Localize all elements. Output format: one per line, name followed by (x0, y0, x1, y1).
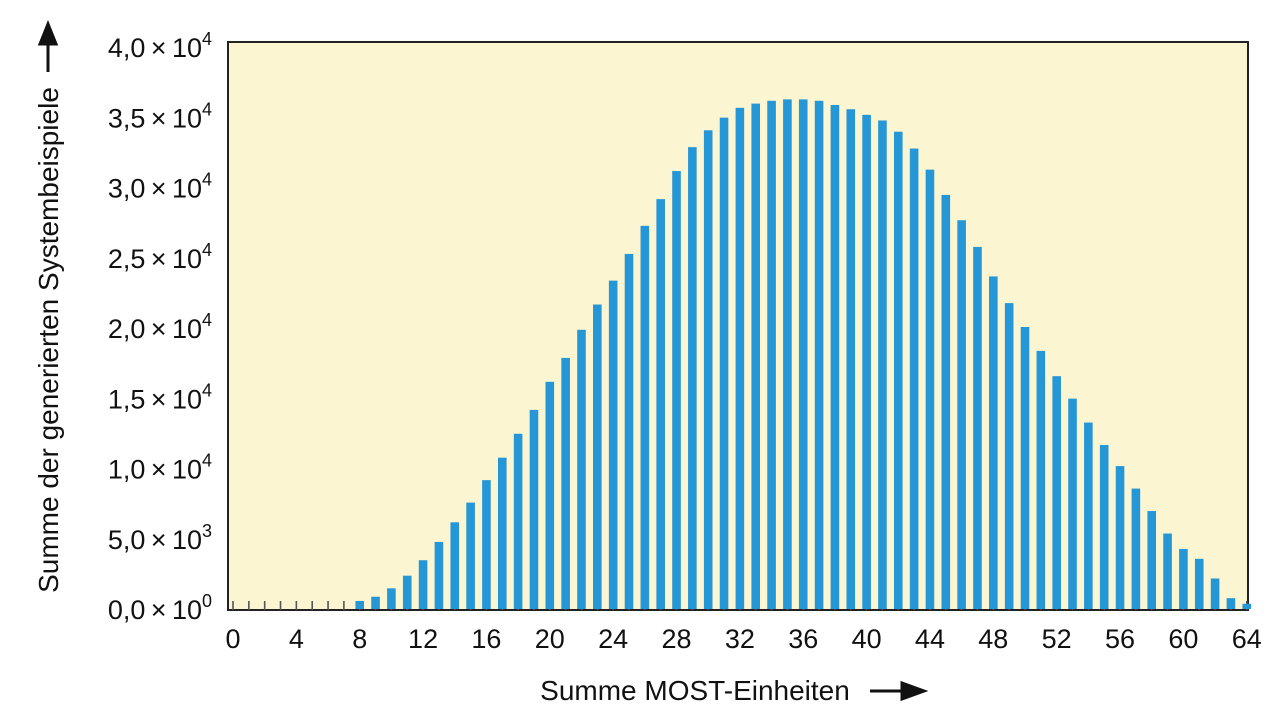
x-axis-ticks: 0 4 8 12 16 20 24 28 32 36 40 44 48 52 56 60 64 (225, 624, 1261, 654)
bar (656, 199, 665, 609)
bar (1179, 548, 1188, 609)
x-tick-label: 32 (725, 624, 755, 654)
bar (941, 194, 951, 609)
x-tick-label: 44 (915, 624, 945, 654)
bar (1020, 327, 1030, 609)
x-tick-label: 12 (408, 624, 438, 654)
bar (1163, 533, 1172, 609)
x-tick-label: 36 (788, 624, 818, 654)
bar (1242, 603, 1252, 609)
bar (735, 107, 745, 609)
y-axis-title: Summe der generierten Systembeispiele (33, 87, 64, 593)
bar (482, 480, 491, 609)
bar (989, 276, 998, 609)
bar (862, 114, 871, 609)
bar (798, 99, 808, 609)
bar (561, 357, 570, 609)
x-axis-title-group: Summe MOST-Einheiten (540, 675, 929, 706)
x-tick-label: 24 (598, 624, 628, 654)
x-tick-label: 8 (352, 624, 367, 654)
bar (1194, 558, 1204, 609)
bar (846, 109, 856, 609)
bar (783, 99, 792, 609)
y-tick-label: 3,0 × 104 (108, 170, 212, 204)
bar (1115, 466, 1125, 609)
y-tick-label: 1,5 × 104 (108, 380, 212, 414)
bar (1210, 578, 1220, 609)
bar (1084, 422, 1093, 609)
x-tick-label: 16 (471, 624, 501, 654)
bar (640, 225, 650, 609)
bar (909, 148, 919, 609)
x-tick-label: 4 (289, 624, 304, 654)
bar (608, 280, 618, 609)
bar (925, 169, 935, 609)
y-axis-ticks: 0,0 × 100 5,0 × 103 1,0 × 104 1,5 × 104 2,0 … (108, 29, 212, 625)
bar (830, 105, 840, 609)
y-tick-label: 0,0 × 100 (108, 591, 212, 625)
bar (1068, 398, 1077, 609)
bar (402, 575, 412, 609)
bar (624, 253, 634, 609)
bar (355, 600, 365, 609)
bar (1004, 303, 1014, 609)
y-tick-label: 5,0 × 103 (108, 521, 212, 555)
bar (703, 130, 713, 610)
x-tick-label: 0 (225, 624, 240, 654)
bar (893, 131, 903, 609)
bar (672, 171, 681, 610)
bar (719, 117, 729, 609)
bar (418, 560, 428, 609)
bar (450, 522, 460, 609)
x-tick-label: 52 (1042, 624, 1072, 654)
bar (387, 588, 396, 609)
bar (1226, 598, 1236, 609)
bar (577, 329, 586, 609)
bar (751, 103, 761, 609)
bar (434, 541, 444, 609)
y-axis-title-group: Summe der generierten Systembeispiele (33, 19, 64, 593)
bar (371, 596, 380, 609)
y-tick-label: 4,0 × 104 (108, 29, 212, 63)
bar (878, 120, 887, 609)
bar (593, 304, 602, 609)
bar (1099, 445, 1109, 609)
x-tick-label: 48 (978, 624, 1008, 654)
x-tick-label: 20 (535, 624, 565, 654)
y-tick-label: 2,0 × 104 (108, 310, 212, 344)
x-tick-label: 60 (1168, 624, 1198, 654)
bar (688, 147, 697, 609)
x-tick-label: 64 (1232, 624, 1262, 654)
x-tick-label: 56 (1105, 624, 1135, 654)
x-axis-title: Summe MOST-Einheiten (540, 675, 850, 706)
bar (1052, 376, 1061, 609)
y-tick-label: 1,0 × 104 (108, 451, 212, 485)
bar (1131, 488, 1141, 609)
bar-series (355, 99, 1252, 610)
bar (529, 409, 539, 609)
x-tick-label: 28 (661, 624, 691, 654)
y-axis-arrow-icon (37, 19, 59, 72)
y-tick-label: 2,5 × 104 (108, 240, 212, 274)
bar (973, 246, 982, 610)
bar (466, 502, 475, 609)
bar (513, 433, 523, 609)
bar (1147, 511, 1157, 609)
bar (814, 100, 824, 610)
bar (545, 381, 555, 609)
bar (497, 457, 507, 609)
bar (957, 220, 966, 609)
bar (767, 100, 776, 610)
y-tick-label: 3,5 × 104 (108, 99, 212, 133)
x-axis-arrow-icon (870, 680, 929, 702)
bar (1036, 350, 1046, 609)
x-tick-label: 40 (852, 624, 882, 654)
